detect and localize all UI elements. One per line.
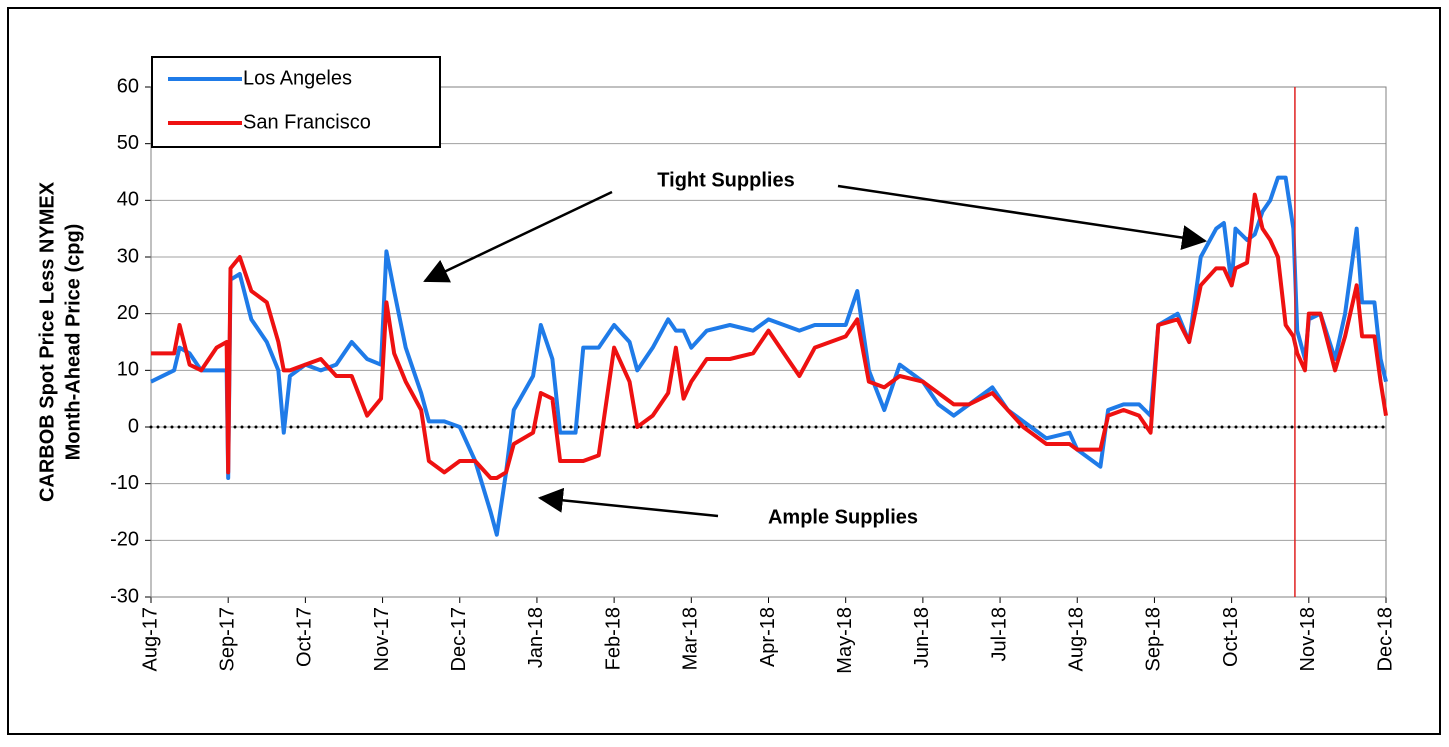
x-tick-label: Sep-17	[216, 607, 238, 672]
legend: Los Angeles San Francisco	[151, 56, 441, 148]
x-tick-label: Apr-18	[757, 607, 779, 667]
plot-area	[150, 86, 1387, 598]
series-line	[150, 175, 1388, 537]
x-tick-label: Sep-18	[1143, 607, 1165, 672]
x-tick-label: Aug-18	[1066, 607, 1088, 672]
y-tick-label: -30	[110, 585, 139, 607]
legend-box	[151, 56, 441, 148]
y-tick-label: 20	[117, 302, 139, 324]
y-tick-label: 50	[117, 132, 139, 154]
x-tick-label: Jun-18	[911, 607, 933, 668]
x-tick-label: May-18	[834, 607, 856, 674]
y-tick-label: 40	[117, 189, 139, 211]
series-line	[151, 192, 1388, 480]
annotation: Ample Supplies	[768, 506, 918, 528]
y-axis-label: CARBOB Spot Price Less NYMEX	[36, 181, 58, 502]
legend-label: San Francisco	[243, 111, 371, 133]
x-tick-label: Dec-18	[1374, 607, 1396, 671]
x-tick-label: Oct-17	[294, 607, 316, 667]
frame	[7, 7, 1441, 735]
y-axis-label: Month-Ahead Price (cpg)	[62, 224, 84, 461]
legend-label: Los Angeles	[243, 67, 352, 89]
x-tick-label: Mar-18	[680, 607, 702, 670]
x-tick-label: Aug-17	[139, 607, 161, 672]
annotation-arrow	[537, 487, 719, 518]
x-tick-label: Jul-18	[988, 607, 1010, 661]
annotation-arrow	[423, 190, 613, 283]
y-tick-label: 30	[117, 245, 139, 267]
y-tick-label: -20	[110, 529, 139, 551]
grid-layer: -30 -20 -10 0 10 20 30 40 50 60 Aug-17 Sep-17 Oct-17…	[110, 75, 1396, 673]
annotation-arrow	[837, 184, 1208, 250]
x-tick-label: Dec-17	[448, 607, 470, 671]
x-tick-label: Nov-18	[1297, 607, 1319, 671]
y-tick-label: 60	[117, 75, 139, 97]
x-tick-label: Jan-18	[525, 607, 547, 668]
annotation: Tight Supplies	[657, 169, 794, 191]
x-tick-label: Oct-18	[1220, 607, 1242, 667]
plot-layer	[150, 87, 1388, 597]
y-tick-label: -10	[110, 472, 139, 494]
x-tick-label: Feb-18	[602, 607, 624, 670]
y-tick-label: 10	[117, 359, 139, 381]
x-tick-label: Nov-17	[371, 607, 393, 671]
y-tick-label: 0	[128, 415, 139, 437]
